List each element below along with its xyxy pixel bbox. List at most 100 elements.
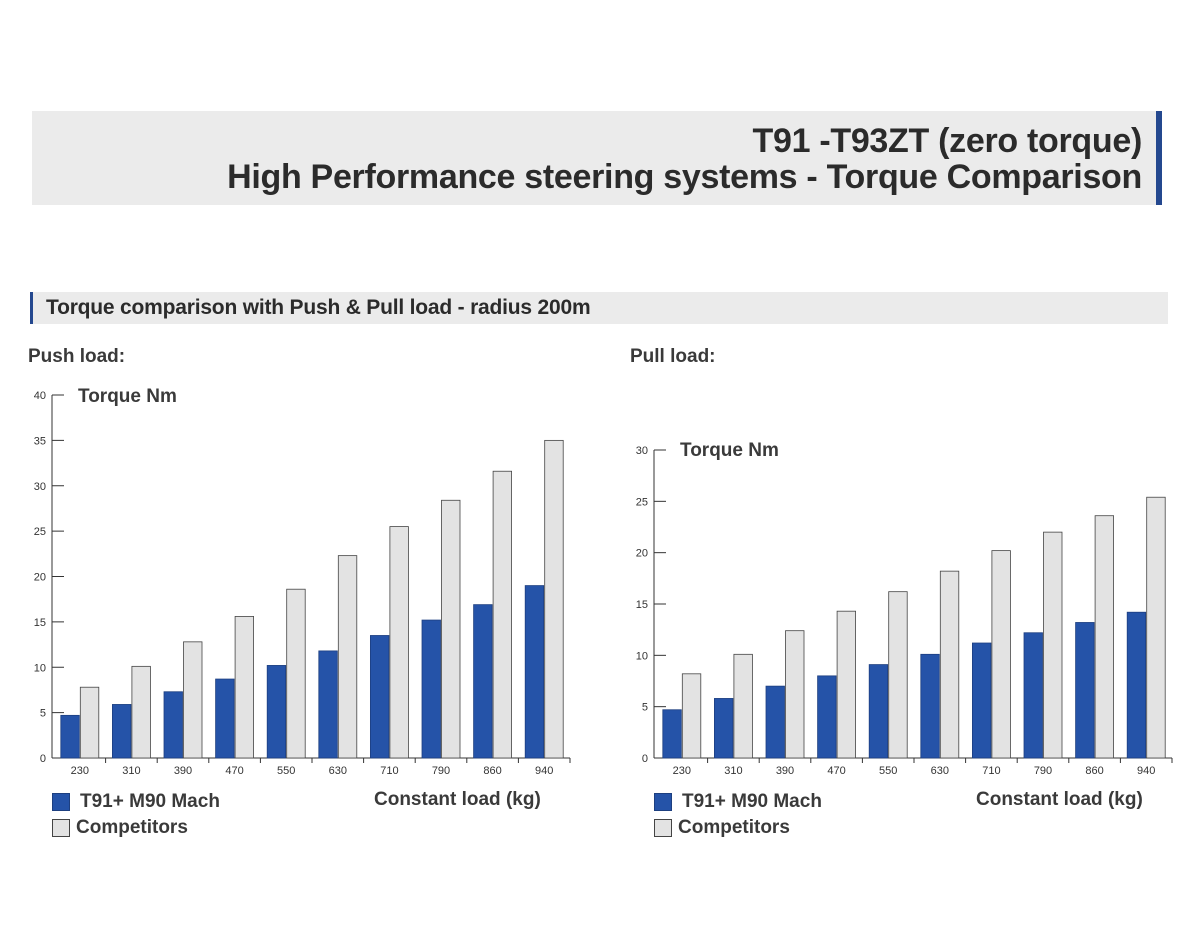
bar-t91 (920, 653, 940, 759)
chart-heading: Pull load: (630, 346, 716, 367)
x-tick-label: 230 (71, 765, 89, 777)
y-tick-label: 15 (34, 617, 46, 629)
y-tick-label: 20 (34, 572, 46, 584)
bar-t91 (473, 604, 493, 759)
x-tick-label: 550 (879, 765, 897, 777)
x-tick-label: 710 (380, 765, 398, 777)
bar-t91 (163, 691, 183, 759)
legend-swatch-competitors (654, 819, 672, 837)
x-axis-title: Constant load (kg) (374, 789, 541, 810)
bar-t91 (765, 685, 785, 759)
y-tick-label: 20 (636, 548, 648, 560)
y-tick-label: 0 (40, 753, 46, 765)
bar-competitors (389, 526, 409, 759)
bar-t91 (266, 665, 287, 759)
y-tick-label: 25 (636, 496, 648, 508)
bar-t91 (1023, 632, 1043, 759)
x-tick-label: 390 (776, 765, 794, 777)
y-tick-label: 30 (636, 445, 648, 457)
legend-swatch-t91 (52, 793, 70, 811)
bar-t91 (1126, 611, 1147, 759)
x-tick-label: 230 (673, 765, 691, 777)
legend-item-t91: T91+ M90 Mach (654, 791, 822, 813)
x-tick-label: 310 (724, 765, 742, 777)
y-tick-label: 40 (34, 390, 46, 402)
pull-load-chart: Pull load: 0 5 10 15 20 25 30 Torque Nm 230 310 39… (630, 330, 1200, 860)
bar-t91 (60, 714, 80, 759)
y-tick-label: 35 (34, 435, 46, 447)
bar-competitors (544, 439, 564, 759)
x-tick-label: 630 (329, 765, 347, 777)
y-tick-label: 10 (636, 650, 648, 662)
legend-item-t91: T91+ M90 Mach (52, 791, 220, 813)
legend-label-t91: T91+ M90 Mach (80, 791, 220, 812)
section-title: Torque comparison with Push & Pull load … (46, 296, 591, 319)
chart-heading: Push load: (28, 346, 126, 367)
legend-label-competitors: Competitors (678, 817, 790, 838)
legend-item-competitors: Competitors (654, 817, 790, 839)
y-axis-title: Torque Nm (78, 386, 177, 407)
bar-competitors (836, 610, 857, 759)
x-tick-label: 390 (174, 765, 192, 777)
x-tick-label: 790 (432, 765, 450, 777)
bar-competitors (681, 673, 702, 759)
bar-competitors (733, 653, 753, 759)
bar-t91 (714, 698, 734, 759)
bar-competitors (1043, 531, 1063, 759)
bar-competitors (785, 630, 805, 759)
chart-svg: 0 5 10 15 20 25 30 Torque Nm 230 310 390 470 550 630 7… (636, 440, 1173, 777)
title-banner: T91 -T93ZT (zero torque) High Performanc… (32, 111, 1162, 205)
x-tick-label: 470 (827, 765, 845, 777)
bar-competitors (79, 686, 100, 759)
bar-t91 (524, 585, 545, 759)
bar-competitors (939, 570, 960, 759)
bar-competitors (131, 665, 151, 759)
bar-t91 (971, 642, 992, 759)
x-tick-label: 860 (1085, 765, 1103, 777)
y-axis-title: Torque Nm (680, 440, 779, 461)
x-tick-label: 630 (931, 765, 949, 777)
bar-t91 (215, 678, 235, 759)
x-tick-label: 310 (122, 765, 140, 777)
x-tick-label: 550 (277, 765, 295, 777)
y-tick-label: 10 (34, 662, 46, 674)
x-tick-label: 710 (982, 765, 1000, 777)
bar-t91 (112, 704, 132, 759)
bar-t91 (1075, 622, 1095, 759)
bar-t91 (817, 675, 837, 759)
y-tick-label: 5 (642, 702, 648, 714)
bar-competitors (441, 499, 461, 759)
y-tick-label: 0 (642, 753, 648, 765)
y-tick-label: 5 (40, 708, 46, 720)
bar-competitors (286, 588, 306, 759)
y-tick-label: 25 (34, 526, 46, 538)
legend-label-competitors: Competitors (76, 817, 188, 838)
push-load-chart: Push load: 0 5 10 15 20 25 30 35 40 Torque Nm 230 3… (28, 330, 608, 860)
chart-svg: 0 5 10 15 20 25 30 35 40 Torque Nm 230 310 390 470 550… (34, 386, 571, 777)
bar-competitors (234, 616, 255, 759)
legend-swatch-t91 (654, 793, 672, 811)
x-tick-label: 470 (225, 765, 243, 777)
page-title-line-1: T91 -T93ZT (zero torque) (752, 122, 1143, 160)
x-tick-label: 790 (1034, 765, 1052, 777)
x-tick-label: 940 (535, 765, 553, 777)
bar-competitors (888, 591, 908, 759)
bar-t91 (318, 650, 338, 759)
legend-item-competitors: Competitors (52, 817, 188, 839)
legend-swatch-competitors (52, 819, 70, 837)
bar-competitors (1146, 496, 1166, 759)
page-title-line-2: High Performance steering systems - Torq… (227, 158, 1142, 196)
y-tick-label: 30 (34, 481, 46, 493)
bar-competitors (492, 470, 513, 759)
bar-t91 (662, 709, 682, 759)
bar-competitors (183, 641, 203, 759)
x-tick-label: 940 (1137, 765, 1155, 777)
bar-t91 (421, 619, 441, 759)
bar-t91 (369, 635, 390, 759)
x-axis-title: Constant load (kg) (976, 789, 1143, 810)
section-banner: Torque comparison with Push & Pull load … (30, 292, 1168, 324)
x-tick-label: 860 (483, 765, 501, 777)
bar-competitors (991, 550, 1011, 759)
y-tick-label: 15 (636, 599, 648, 611)
legend-label-t91: T91+ M90 Mach (682, 791, 822, 812)
